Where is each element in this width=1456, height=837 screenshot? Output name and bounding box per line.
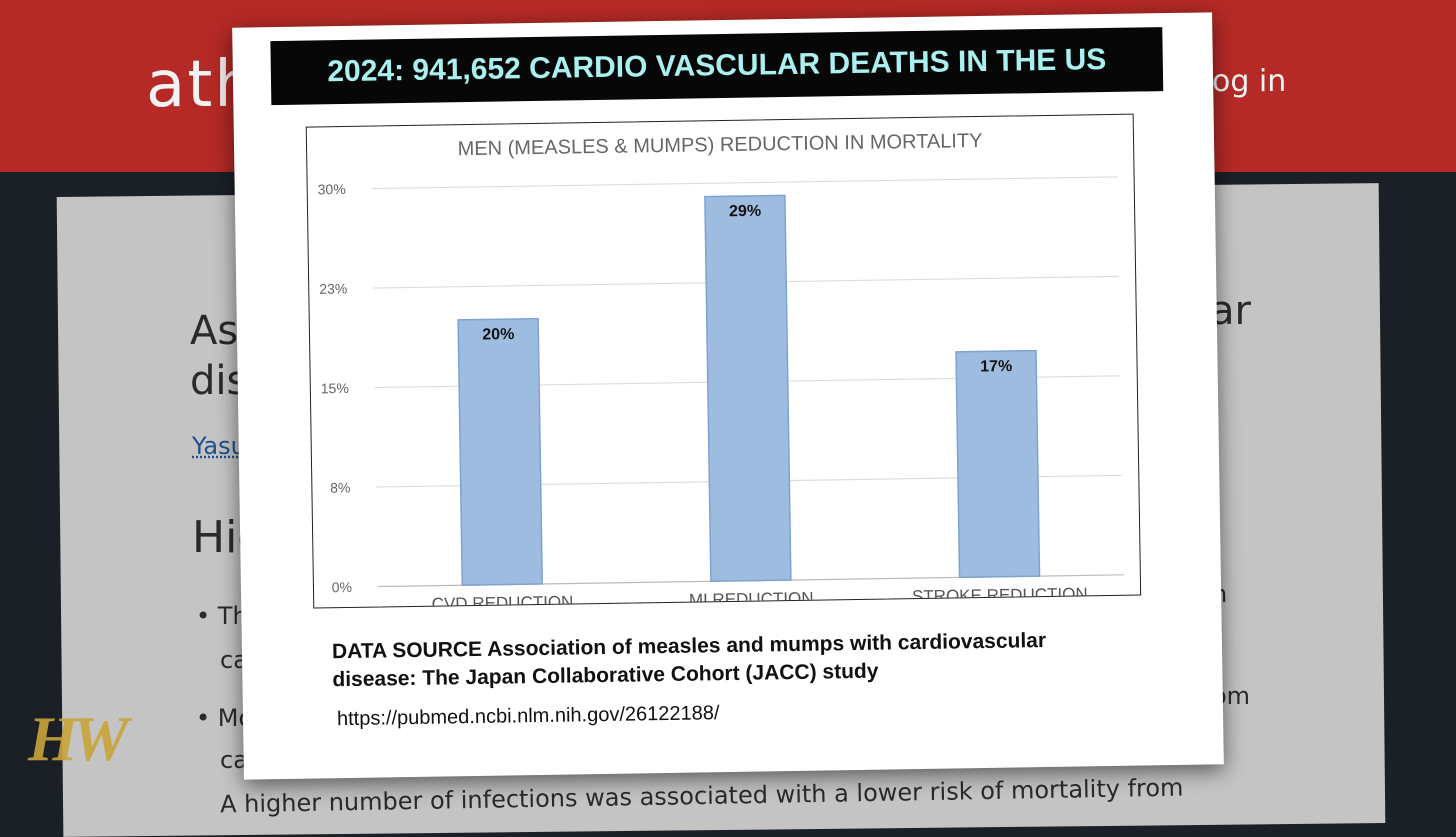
gridline	[371, 176, 1118, 190]
x-category-label: CVD REDUCTION	[432, 592, 574, 607]
channel-watermark-logo: HW	[28, 703, 129, 774]
y-tick-label: 15%	[321, 380, 349, 396]
y-tick-label: 0%	[332, 579, 352, 595]
slide-card: 2024: 941,652 CARDIO VASCULAR DEATHS IN …	[232, 12, 1224, 780]
bar	[457, 317, 544, 586]
y-tick-label: 30%	[318, 181, 346, 197]
bar-data-label: 29%	[729, 203, 761, 221]
bar	[704, 194, 792, 583]
x-category-label: STROKE REDUCTION	[912, 584, 1088, 606]
x-category-label: MI REDUCTION	[689, 589, 814, 608]
source-url-link[interactable]: https://pubmed.ncbi.nlm.nih.gov/26122188…	[336, 702, 720, 731]
y-tick-label: 8%	[330, 479, 350, 495]
bullet-1: • Th	[196, 602, 248, 630]
headline-text: 2024: 941,652 CARDIO VASCULAR DEATHS IN …	[327, 43, 1107, 89]
bar-data-label: 20%	[482, 326, 514, 344]
data-source-citation: DATA SOURCE Association of measles and m…	[331, 629, 1047, 692]
bar	[955, 349, 1041, 579]
y-tick-label: 23%	[319, 280, 347, 296]
bar-chart: MEN (MEASLES & MUMPS) REDUCTION IN MORTA…	[305, 113, 1142, 609]
headline-banner: 2024: 941,652 CARDIO VASCULAR DEATHS IN …	[270, 27, 1164, 106]
bar-data-label: 17%	[980, 358, 1012, 376]
login-link[interactable]: og in	[1212, 64, 1287, 99]
chart-title: MEN (MEASLES & MUMPS) REDUCTION IN MORTA…	[457, 130, 982, 160]
bar-chart-svg: MEN (MEASLES & MUMPS) REDUCTION IN MORTA…	[318, 130, 1124, 608]
author-link[interactable]: Yasu	[192, 432, 246, 460]
